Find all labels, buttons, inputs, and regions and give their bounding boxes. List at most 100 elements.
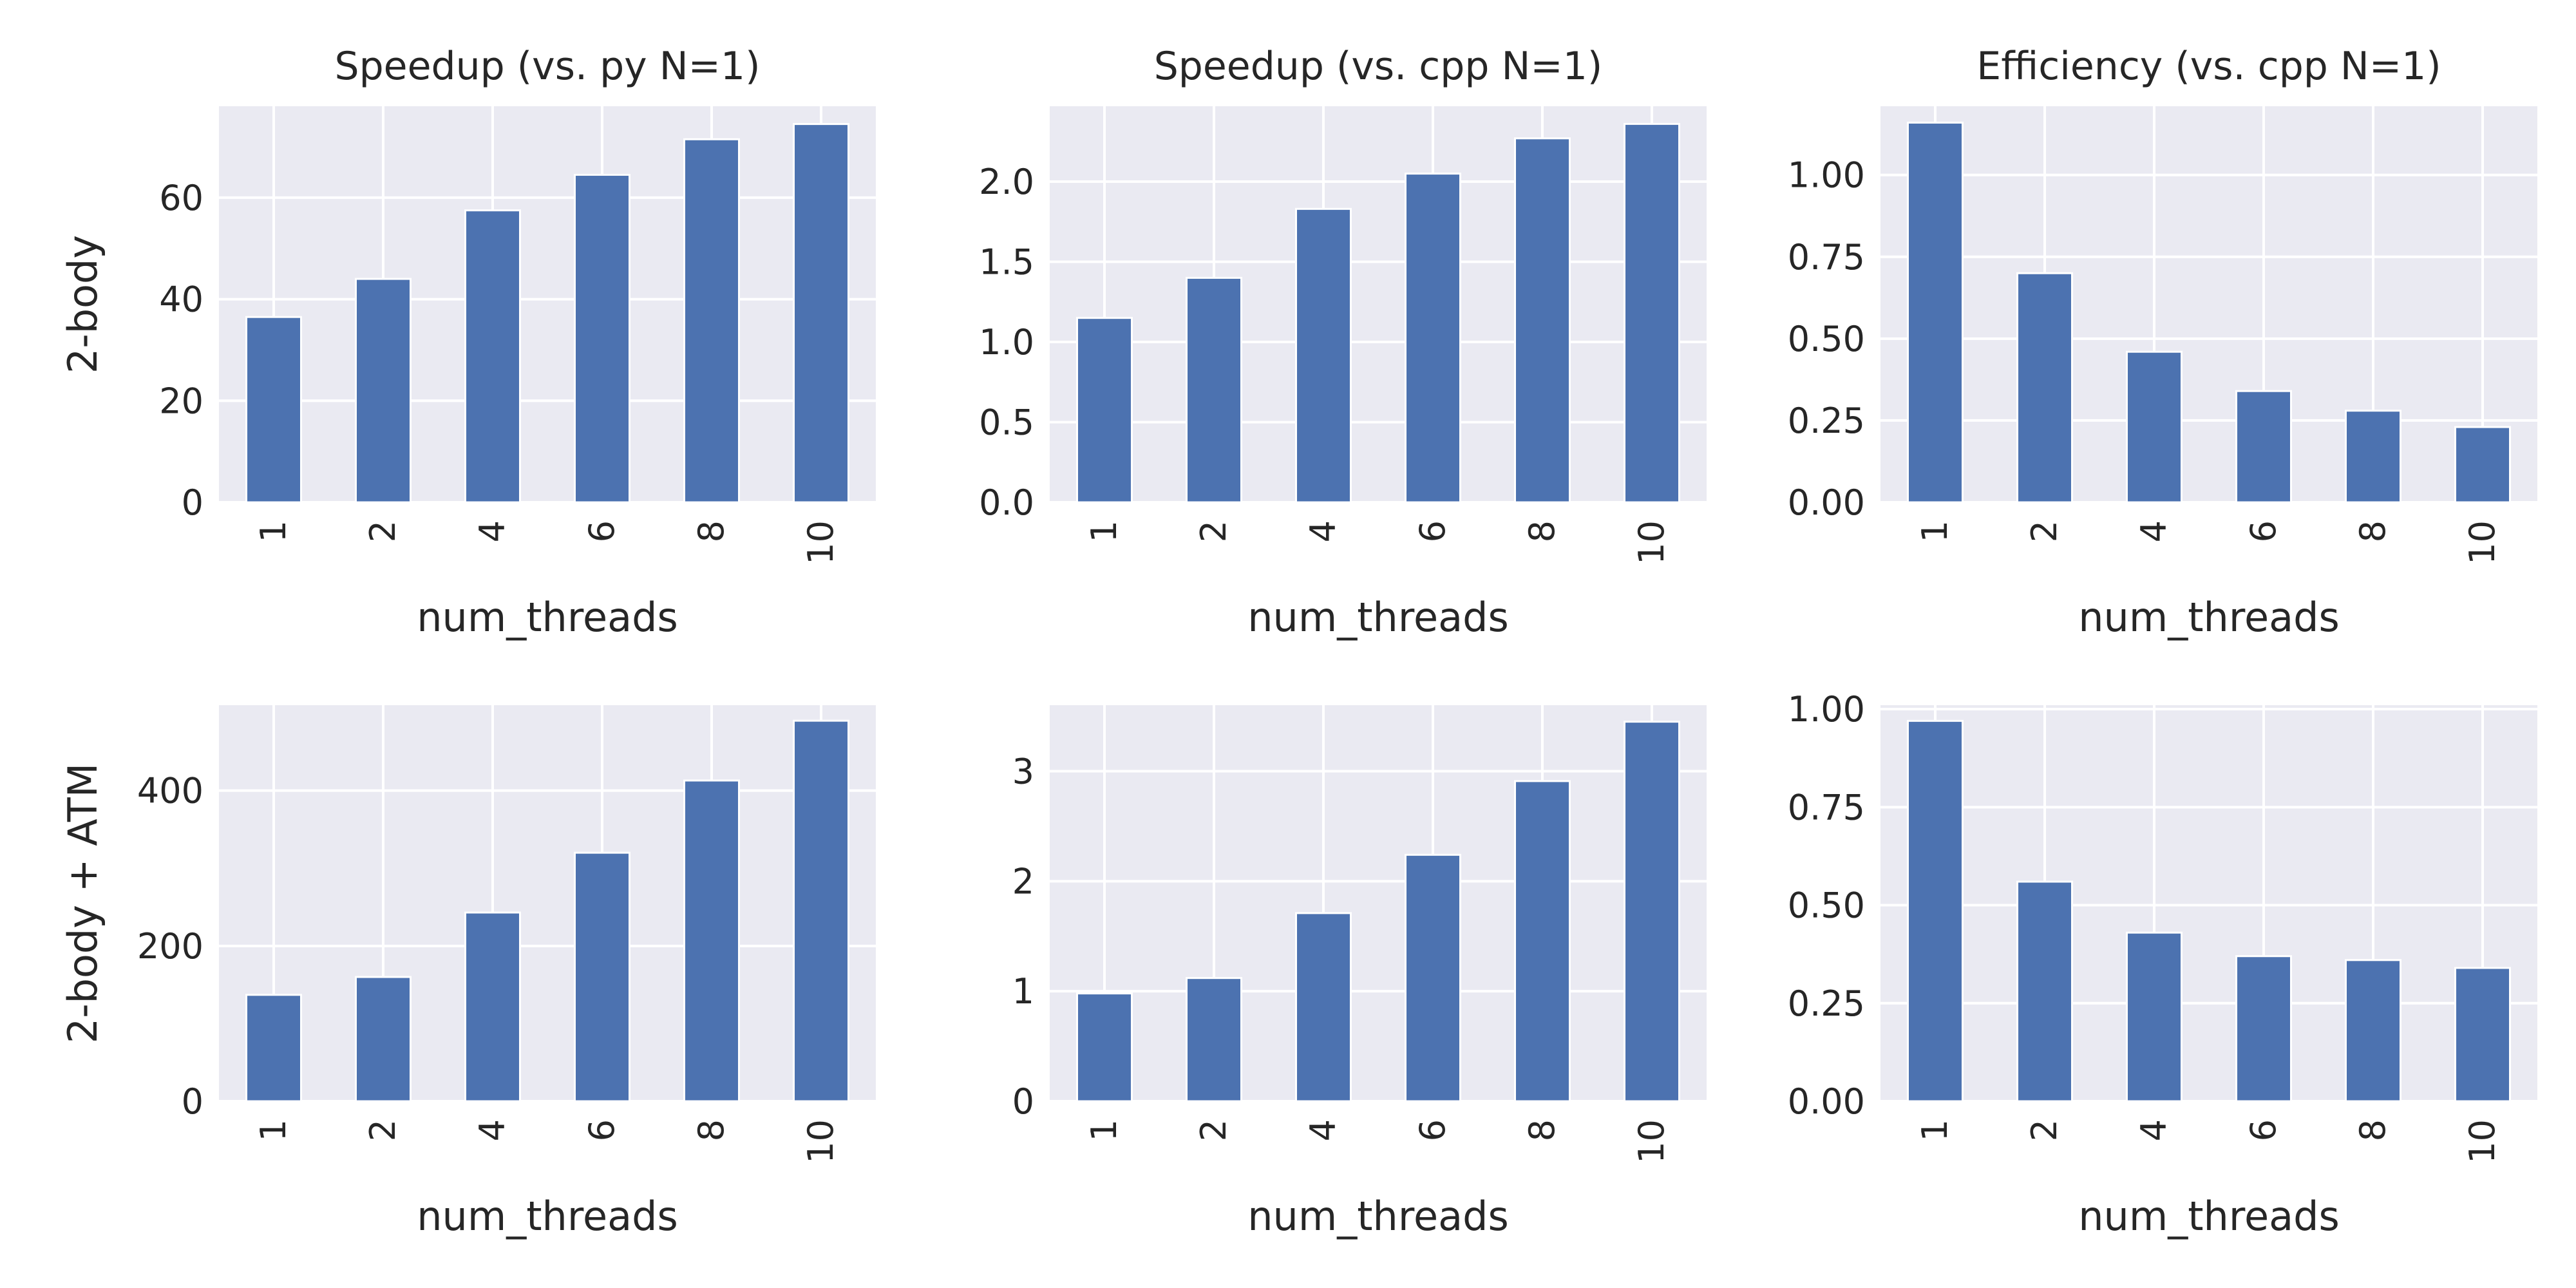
x-axis-label: num_threads (1247, 1193, 1509, 1240)
x-tick-label: 6 (1412, 520, 1453, 542)
bar-1 (1076, 992, 1133, 1103)
x-tick-label: 10 (1631, 1119, 1672, 1164)
bar-4 (1295, 207, 1352, 504)
x-tick-label: 6 (2243, 1119, 2284, 1141)
y-tick-label: 0 (182, 482, 204, 523)
x-tick-label: 4 (1303, 520, 1343, 542)
x-tick-label: 8 (1522, 1119, 1562, 1141)
y-tick-label: 1 (1012, 971, 1034, 1012)
y-tick-label: 20 (159, 381, 204, 421)
bar-6 (2235, 390, 2292, 504)
bar-10 (2454, 967, 2511, 1103)
x-tick-label: 1 (253, 1119, 294, 1141)
x-tick-label: 2 (2024, 1119, 2065, 1141)
bar-8 (1514, 780, 1571, 1103)
y-tick-label: 0.75 (1788, 787, 1865, 828)
bar-8 (683, 138, 740, 504)
y-tick-label: 1.00 (1788, 689, 1865, 730)
x-tick-label: 2 (1193, 1119, 1234, 1141)
x-axis-label: num_threads (417, 594, 678, 641)
x-tick-label: 4 (2134, 1119, 2174, 1141)
x-tick-label: 8 (2353, 1119, 2393, 1141)
x-tick-label: 4 (472, 520, 513, 542)
plot-area (1050, 106, 1707, 502)
bar-10 (1624, 721, 1680, 1103)
y-tick-label: 0.25 (1788, 983, 1865, 1024)
x-tick-label: 6 (582, 520, 622, 542)
x-tick-label: 8 (1522, 520, 1562, 542)
x-tick-label: 10 (800, 1119, 841, 1164)
bar-4 (1295, 912, 1352, 1103)
x-tick-label: 2 (363, 520, 403, 542)
bar-2 (1186, 977, 1242, 1103)
plot-area (1880, 106, 2537, 502)
plot-area (219, 106, 876, 502)
bar-10 (793, 123, 849, 504)
y-tick-label: 2 (1012, 861, 1034, 902)
x-tick-label: 1 (1915, 520, 1955, 542)
bar-2 (2016, 272, 2073, 504)
chart-panel-3: 0 200 400 1 2 4 6 8 10 num_threads 2-body + ATM (59, 705, 876, 1240)
x-tick-label: 1 (1084, 1119, 1124, 1141)
chart-panel-4: 0 1 2 3 1 2 4 6 8 10 num_threads (1012, 705, 1707, 1240)
y-tick-label: 0.25 (1788, 401, 1865, 441)
bar-1 (1076, 317, 1133, 504)
bar-8 (2345, 410, 2401, 504)
bar-10 (2454, 426, 2511, 504)
x-tick-label: 4 (1303, 1119, 1343, 1141)
bar-4 (464, 209, 521, 504)
bar-10 (793, 719, 849, 1103)
bar-2 (355, 278, 412, 504)
x-tick-label: 6 (1412, 1119, 1453, 1141)
x-axis-label: num_threads (1247, 594, 1509, 641)
chart-panel-5: 0.00 0.25 0.50 0.75 1.00 1 2 4 6 8 10 num_threads (1788, 689, 2537, 1240)
y-tick-label: 400 (137, 771, 204, 811)
y-tick-label: 1.5 (979, 242, 1034, 283)
y-tick-label: 60 (159, 178, 204, 218)
x-tick-label: 2 (363, 1119, 403, 1141)
bar-6 (1405, 853, 1461, 1103)
y-tick-label: 40 (159, 279, 204, 320)
bar-8 (683, 779, 740, 1103)
y-tick-label: 1.0 (979, 322, 1034, 363)
bar-4 (2126, 931, 2183, 1103)
bar-6 (1405, 173, 1461, 504)
plot-area (219, 705, 876, 1101)
bar-6 (574, 173, 630, 504)
y-tick-label: 0.75 (1788, 237, 1865, 278)
x-tick-label: 1 (1084, 520, 1124, 542)
panel-title: Speedup (vs. py N=1) (335, 44, 761, 89)
y-tick-label: 0.00 (1788, 1081, 1865, 1122)
x-tick-label: 10 (2462, 1119, 2503, 1164)
y-tick-label: 0.00 (1788, 482, 1865, 523)
y-tick-label: 2.0 (979, 162, 1034, 202)
x-tick-label: 4 (472, 1119, 513, 1141)
y-tick-label: 3 (1012, 752, 1034, 792)
bar-2 (1186, 276, 1242, 504)
x-tick-label: 8 (691, 1119, 732, 1141)
x-tick-label: 10 (2462, 520, 2503, 565)
plot-area (1050, 705, 1707, 1101)
chart-panel-1: 0.0 0.5 1.0 1.5 2.0 1 2 4 6 8 10 num_threads Speedup… (979, 44, 1707, 641)
y-tick-label: 0.50 (1788, 319, 1865, 359)
x-tick-label: 2 (2024, 520, 2065, 542)
bar-4 (2126, 350, 2183, 504)
bar-10 (1624, 122, 1680, 504)
y-tick-label: 0.5 (979, 402, 1034, 443)
bar-2 (2016, 880, 2073, 1103)
y-tick-label: 1.00 (1788, 155, 1865, 196)
x-tick-label: 8 (691, 520, 732, 542)
x-tick-label: 10 (1631, 520, 1672, 565)
y-tick-label: 0 (1012, 1081, 1034, 1122)
chart-panel-0: 0 20 40 60 1 2 4 6 8 10 num_threads Speedup (vs. py… (59, 44, 876, 641)
bar-8 (2345, 959, 2401, 1103)
y-tick-label: 0.0 (979, 482, 1034, 523)
x-tick-label: 8 (2353, 520, 2393, 542)
bar-4 (464, 911, 521, 1103)
bar-8 (1514, 137, 1571, 504)
x-tick-label: 6 (582, 1119, 622, 1141)
row-label: 2-body (59, 235, 106, 374)
bar-1 (245, 316, 302, 504)
bar-2 (355, 976, 412, 1103)
